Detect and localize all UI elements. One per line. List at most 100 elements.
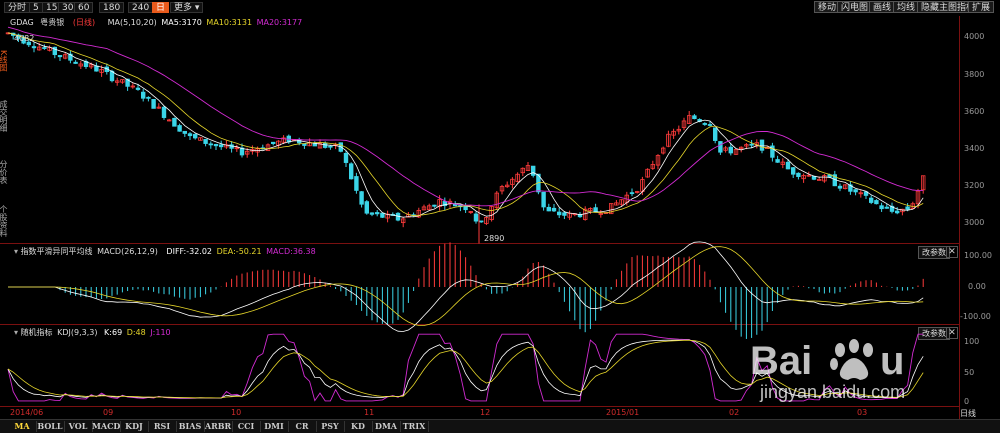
candle-body: [317, 142, 323, 149]
kdj-panel-header: ▾ 随机指标 KDJ(9,3,3) K:69 D:48 J:110: [14, 327, 171, 338]
symbol-name: 粤贵银: [40, 18, 65, 27]
indicator-tab-arbr[interactable]: ARBR: [204, 421, 233, 432]
x-axis-label: 11: [364, 408, 375, 417]
tab-price-table[interactable]: 分价表: [0, 160, 8, 184]
expand-button[interactable]: 扩展: [968, 1, 995, 13]
candle-body: [796, 172, 801, 177]
period-180-button[interactable]: 180: [99, 2, 125, 13]
price-tick: 4000: [964, 32, 985, 41]
candle-body: [525, 165, 531, 171]
candle-body: [702, 123, 707, 125]
candle-body: [31, 46, 37, 49]
candle-body: [213, 143, 219, 147]
panel-toggle-icon[interactable]: ▾: [14, 247, 19, 256]
kdj-close-icon[interactable]: ✕: [946, 327, 958, 339]
candle-body: [853, 189, 858, 193]
candle-body: [666, 133, 671, 147]
svg-text:Bai: Bai: [750, 339, 812, 383]
candle-body: [593, 207, 598, 212]
candle-body: [520, 167, 525, 174]
indicator-tab-macd[interactable]: MACD: [92, 421, 121, 432]
tab-stock-info[interactable]: 个股资料: [0, 205, 8, 237]
indicator-tab-dma[interactable]: DMA: [372, 421, 401, 432]
baidu-watermark: Bai u jingyan.baidu.com: [748, 326, 948, 406]
candle-body: [94, 65, 99, 72]
candle-body: [499, 186, 505, 192]
candle-body: [161, 106, 167, 118]
candle-body: [718, 141, 723, 153]
indicator-tab-dmi[interactable]: DMI: [260, 421, 289, 432]
price-tick: 3200: [964, 181, 985, 190]
indicator-tab-rsi[interactable]: RSI: [148, 421, 177, 432]
macd-params: MACD(26,12,9): [97, 247, 158, 256]
candle-body: [895, 210, 900, 214]
axis-divider: [959, 16, 960, 419]
candle-body: [635, 191, 640, 193]
macd-tick: 0.00: [968, 282, 986, 291]
candle-body: [661, 147, 666, 154]
period-60-button[interactable]: 60: [74, 2, 94, 13]
candle-body: [151, 98, 156, 109]
candle-body: [73, 61, 78, 64]
candle-body: [156, 106, 161, 109]
indicator-tab-kdj[interactable]: KDJ: [120, 421, 149, 432]
candle-body: [874, 200, 879, 205]
indicator-tab-cr[interactable]: CR: [288, 421, 317, 432]
period-day-button[interactable]: 日: [152, 2, 170, 13]
candle-body: [504, 184, 510, 188]
macd-param-button[interactable]: 改参数: [918, 246, 950, 259]
candle-body: [546, 206, 551, 212]
indicator-tab-ma[interactable]: MA: [8, 421, 37, 432]
candle-body: [52, 46, 57, 56]
candle-body: [89, 64, 94, 68]
main-chart-header: GDAG 粤贵银 (日线) MA(5,10,20) MA5:3170 MA10:…: [10, 17, 302, 28]
macd-diff-line: [8, 241, 924, 332]
tab-trade-detail[interactable]: 成交明细: [0, 100, 8, 132]
indicator-tab-kd[interactable]: KD: [344, 421, 373, 432]
candle-body: [265, 144, 271, 152]
indicator-tab-cci[interactable]: CCI: [232, 421, 261, 432]
macd-close-icon[interactable]: ✕: [946, 246, 958, 258]
macd-diff: DIFF:-32.02: [166, 247, 213, 256]
candle-body: [473, 213, 479, 222]
candle-body: [515, 173, 520, 182]
candle-body: [728, 146, 733, 154]
indicator-tab-bias[interactable]: BIAS: [176, 421, 205, 432]
candle-body: [426, 205, 432, 211]
candle-body: [130, 85, 135, 88]
indicator-tab-bar: MA BOLL VOL MACD KDJ RSI BIAS ARBR CCI DMI CR PSY KD…: [0, 419, 1000, 433]
candle-body: [343, 152, 349, 163]
candle-body: [921, 175, 926, 191]
period-more-button[interactable]: 更多 ▾: [170, 2, 204, 13]
price-tick: 3000: [964, 218, 985, 227]
watermark-text: jingyan.baidu.com: [760, 382, 906, 402]
kdj-param-button[interactable]: 改参数: [918, 327, 950, 340]
candle-body: [468, 211, 473, 213]
ma20-value: MA20:3177: [256, 18, 303, 27]
move-button[interactable]: 移动: [814, 1, 841, 13]
kdj-title: 随机指标: [20, 328, 53, 337]
more-label: 更多: [174, 3, 193, 13]
candle-body: [442, 201, 447, 206]
x-axis-unit: 日线: [960, 409, 976, 418]
ma5-value: MA5:3170: [161, 18, 202, 27]
indicator-tab-vol[interactable]: VOL: [64, 421, 93, 432]
panel-toggle-icon[interactable]: ▾: [14, 328, 19, 337]
flash-chart-button[interactable]: 闪电图: [837, 1, 873, 13]
candle-body: [416, 209, 421, 218]
indicator-tab-psy[interactable]: PSY: [316, 421, 345, 432]
candle-body: [551, 207, 557, 212]
candle-body: [817, 179, 822, 181]
candle-body: [588, 208, 593, 212]
candle-body: [905, 206, 910, 210]
candle-body: [785, 161, 791, 170]
indicator-tab-trix[interactable]: TRIX: [400, 421, 429, 432]
x-axis-label: 09: [103, 408, 114, 417]
candle-body: [822, 175, 827, 182]
indicator-tab-boll[interactable]: BOLL: [36, 421, 65, 432]
candle-body: [489, 206, 494, 221]
candle-body: [759, 139, 765, 151]
tab-kline[interactable]: K线图: [0, 50, 8, 72]
candle-body: [68, 53, 73, 61]
